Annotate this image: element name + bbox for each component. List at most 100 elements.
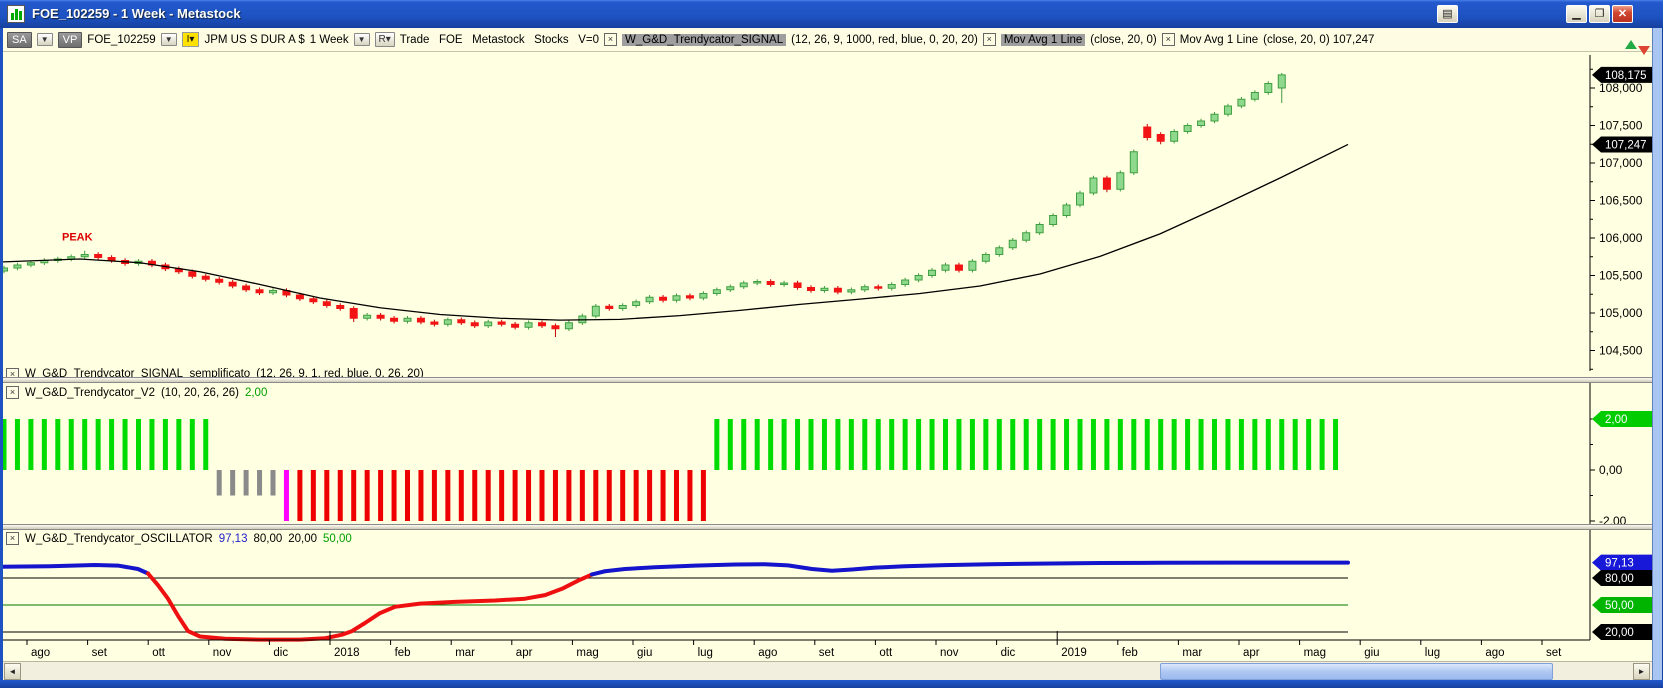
svg-text:80,00: 80,00	[1605, 573, 1634, 585]
oscillator-badges: 97,13 80,00 50,00 20,00	[1592, 554, 1658, 640]
svg-text:2019: 2019	[1061, 647, 1087, 659]
svg-text:106,000: 106,000	[1599, 231, 1643, 245]
title-bar: FOE_102259 - 1 Week - Metastock ▤ ▁ ❐ ✕	[0, 0, 1663, 28]
peak-annotation: PEAK	[62, 232, 93, 244]
chart-background	[3, 52, 1652, 661]
trendycator-v2-axis: 0,00-2,00	[1589, 383, 1627, 528]
sa-dropdown[interactable]: ▼	[36, 33, 53, 46]
minimize-button[interactable]: ▁	[1566, 5, 1587, 23]
ma1-params: (close, 20, 0)	[1090, 33, 1157, 46]
trendycator-v2-bars	[1, 419, 1339, 521]
vp-button[interactable]: VP	[57, 31, 83, 48]
remove-ma1-button[interactable]: ×	[982, 33, 996, 46]
svg-text:giu: giu	[1364, 647, 1379, 659]
ma2-label[interactable]: Mov Avg 1 Line	[1179, 33, 1259, 46]
svg-text:108,000: 108,000	[1599, 81, 1643, 95]
svg-text:2018: 2018	[334, 647, 360, 659]
svg-text:105,000: 105,000	[1599, 306, 1643, 320]
trendycator-v2-header: × W_G&D_Trendycator_V2 (10, 20, 26, 26) …	[6, 385, 267, 400]
svg-text:108,175: 108,175	[1605, 70, 1647, 82]
indicator-quicklist-button[interactable]: I▾	[181, 32, 200, 47]
layout-button[interactable]: ▤	[1437, 5, 1458, 23]
svg-text:lug: lug	[698, 647, 713, 659]
ma1-label[interactable]: Mov Avg 1 Line	[1000, 33, 1086, 46]
panel-splitter-1[interactable]	[3, 377, 1652, 383]
svg-text:mar: mar	[455, 647, 475, 659]
svg-text:20,00: 20,00	[1605, 627, 1634, 639]
maximize-button[interactable]: ❐	[1589, 5, 1610, 23]
signal-indicator-label[interactable]: W_G&D_Trendycator_SIGNAL	[622, 33, 787, 46]
oscillator-label[interactable]: W_G&D_Trendycator_OSCILLATOR	[25, 532, 213, 545]
svg-text:set: set	[819, 647, 835, 659]
sa-button[interactable]: SA	[7, 31, 32, 48]
svg-text:ago: ago	[758, 647, 777, 659]
svg-text:mar: mar	[1182, 647, 1202, 659]
close-signal-panel-button[interactable]: ×	[6, 368, 19, 377]
signal-panel-header-clipped: × W_G&D_Trendycator_SIGNAL_semplificato …	[6, 368, 424, 377]
close-v2-panel-button[interactable]: ×	[6, 386, 19, 399]
symbol-label: FOE_102259	[87, 33, 156, 46]
oscillator-threshold-20: 20,00	[288, 532, 318, 545]
close-button[interactable]: ✕	[1612, 5, 1633, 23]
svg-text:set: set	[1546, 647, 1562, 659]
down-arrow-icon	[1638, 46, 1650, 55]
svg-text:dic: dic	[1001, 647, 1016, 659]
svg-text:mag: mag	[576, 647, 598, 659]
svg-text:107,000: 107,000	[1599, 156, 1643, 170]
signal-panel-label: W_G&D_Trendycator_SIGNAL_semplificato	[25, 368, 251, 377]
svg-text:nov: nov	[940, 647, 959, 659]
chart-toolbar: SA ▼ VP FOE_102259 ▼ I▾ JPM US S DUR A $…	[3, 28, 1652, 52]
oscillator-threshold-50: 50,00	[323, 532, 352, 545]
svg-text:set: set	[92, 647, 108, 659]
scroll-left-button[interactable]: ◄	[4, 663, 21, 680]
svg-text:ago: ago	[31, 647, 50, 659]
svg-text:107,247: 107,247	[1605, 139, 1647, 151]
ma2-params: (close, 20, 0) 107,247	[1263, 33, 1375, 46]
window-title: FOE_102259 - 1 Week - Metastock	[32, 6, 241, 21]
svg-text:feb: feb	[1122, 647, 1138, 659]
layout-tabs-label[interactable]: Trade FOE Metastock Stocks V=0	[399, 33, 600, 46]
v2-label[interactable]: W_G&D_Trendycator_V2	[25, 386, 155, 399]
oscillator-value-current: 97,13	[218, 532, 248, 545]
remove-ma2-button[interactable]: ×	[1161, 33, 1175, 46]
window-border-left	[0, 28, 3, 688]
svg-text:ott: ott	[879, 647, 893, 659]
svg-text:97,13: 97,13	[1605, 558, 1634, 570]
symbol-dropdown[interactable]: ▼	[160, 33, 177, 46]
horizontal-scrollbar[interactable]: ◄ ►	[3, 661, 1652, 680]
svg-text:107,500: 107,500	[1599, 119, 1643, 133]
svg-text:apr: apr	[516, 647, 533, 659]
app-icon	[7, 5, 25, 23]
v2-params: (10, 20, 26, 26)	[160, 386, 239, 399]
price-axis: 108,000 107,500 107,000 106,500 106,000 105,5…	[1589, 55, 1643, 371]
panel-splitter-2[interactable]	[3, 524, 1652, 530]
svg-text:lug: lug	[1425, 647, 1440, 659]
svg-text:105,500: 105,500	[1599, 269, 1643, 283]
svg-text:mag: mag	[1304, 647, 1326, 659]
window-border-right	[1652, 28, 1663, 688]
svg-text:ott: ott	[152, 647, 166, 659]
remove-signal-button[interactable]: ×	[604, 33, 618, 46]
scroll-right-button[interactable]: ►	[1633, 663, 1650, 680]
oscillator-threshold-80: 80,00	[253, 532, 283, 545]
svg-text:nov: nov	[213, 647, 232, 659]
close-oscillator-panel-button[interactable]: ×	[6, 532, 19, 545]
r-dropdown[interactable]: R▾	[374, 32, 395, 47]
oscillator-header: × W_G&D_Trendycator_OSCILLATOR 97,13 80,…	[6, 531, 352, 546]
price-alert-arrows-icon[interactable]	[1624, 40, 1654, 56]
svg-text:giu: giu	[637, 647, 652, 659]
scrollbar-thumb[interactable]	[1160, 663, 1553, 680]
window-border-bottom	[0, 680, 1663, 688]
svg-text:apr: apr	[1243, 647, 1260, 659]
up-arrow-icon	[1625, 40, 1637, 49]
period-dropdown[interactable]: ▼	[353, 33, 370, 46]
oscillator-threshold-lines	[0, 577, 1348, 633]
svg-text:2,00: 2,00	[1605, 414, 1627, 426]
period-label: 1 Week	[309, 33, 349, 46]
svg-text:feb: feb	[395, 647, 411, 659]
svg-text:PEAK: PEAK	[62, 232, 93, 244]
signal-indicator-params: (12, 26, 9, 1000, red, blue, 0, 20, 20)	[791, 33, 978, 46]
time-axis: ago set ott nov dic 2018 feb mar apr mag giu lug ago…	[0, 631, 1590, 659]
